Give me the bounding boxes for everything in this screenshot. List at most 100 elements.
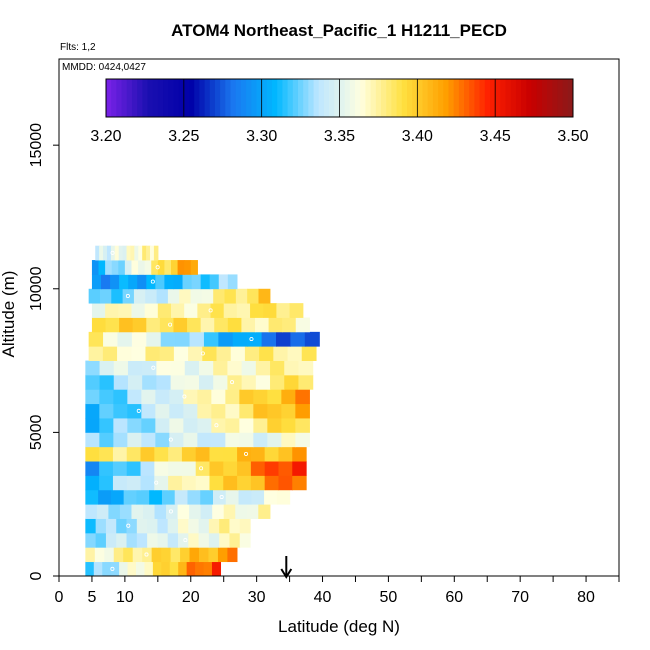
colorbar-segment	[557, 79, 563, 117]
heatmap-cell	[168, 475, 182, 490]
altitude-band	[85, 361, 313, 376]
heatmap-cell	[127, 447, 141, 462]
heatmap-cell	[187, 562, 196, 577]
heatmap-cell	[104, 547, 114, 562]
heatmap-cell	[168, 289, 180, 304]
colorbar-segment	[360, 79, 366, 117]
heatmap-cell	[190, 332, 205, 347]
heatmap-cell	[200, 490, 213, 505]
altitude-band	[92, 318, 310, 333]
heatmap-cell	[100, 361, 115, 376]
heatmap-cell	[178, 519, 189, 534]
heatmap-cell	[210, 475, 224, 490]
heatmap-cell	[223, 447, 237, 462]
colorbar-segment	[262, 79, 268, 117]
heatmap-cell	[281, 389, 296, 404]
heatmap-cell	[188, 533, 199, 548]
x-tick-label: 50	[380, 589, 398, 606]
x-tick-label: 20	[182, 589, 200, 606]
altitude-band	[92, 260, 198, 275]
heatmap-cell	[136, 490, 149, 505]
colorbar-segment	[397, 79, 403, 117]
heatmap-cell	[96, 533, 107, 548]
heatmap-cell	[288, 346, 303, 361]
heatmap-cell	[211, 432, 226, 447]
heatmap-cell	[157, 289, 169, 304]
heatmap-cell	[138, 260, 145, 275]
colorbar-segment	[236, 79, 242, 117]
colorbar-segment	[173, 79, 179, 117]
heatmap-cell	[99, 475, 113, 490]
flights-label: Flts: 1,2	[60, 42, 96, 53]
colorbar-segment	[329, 79, 335, 117]
colorbar-tick-label: 3.45	[480, 128, 511, 145]
heatmap-cell	[183, 274, 193, 289]
heatmap-cell	[217, 346, 232, 361]
y-axis: 050001000015000	[28, 123, 59, 581]
colorbar: 3.20 3.25 3.30 3.35 3.40 3.45 3.50	[90, 79, 588, 145]
heatmap-cell	[267, 418, 282, 433]
heatmap-cell	[141, 418, 156, 433]
heatmap-cell	[85, 562, 94, 577]
heatmap-cell	[141, 389, 156, 404]
altitude-band	[85, 389, 310, 404]
heatmap-cell	[127, 389, 142, 404]
heatmap-cell	[147, 519, 158, 534]
heatmap-cell	[225, 389, 240, 404]
heatmap-cell	[111, 289, 123, 304]
heatmap-cell	[253, 389, 268, 404]
heatmap-cell	[196, 475, 210, 490]
heatmap-cell	[263, 303, 277, 318]
heatmap-cell	[111, 490, 124, 505]
heatmap-cell	[154, 246, 159, 261]
colorbar-segment	[531, 79, 537, 117]
colorbar-segment	[194, 79, 200, 117]
heatmap-cell	[229, 533, 240, 548]
heatmap-cell	[282, 318, 296, 333]
heatmap-cell	[267, 432, 282, 447]
colorbar-segment	[142, 79, 148, 117]
colorbar-segment	[563, 79, 569, 117]
altitude-band	[85, 432, 310, 447]
heatmap-cell	[290, 332, 305, 347]
heatmap-cell	[237, 461, 251, 476]
heatmap-cell	[225, 289, 237, 304]
colorbar-segment	[153, 79, 159, 117]
latitude-arrow-marker	[281, 556, 291, 577]
heatmap-cell	[155, 389, 170, 404]
heatmap-cell	[228, 318, 242, 333]
heatmap-cell	[218, 547, 228, 562]
heatmap-cell	[128, 361, 143, 376]
heatmap-cell	[185, 361, 200, 376]
altitude-band	[92, 303, 303, 318]
heatmap-cell	[278, 447, 292, 462]
heatmap-cell	[214, 318, 228, 333]
heatmap-cell	[85, 461, 99, 476]
heatmap-cell	[137, 533, 148, 548]
heatmap-cell	[175, 490, 188, 505]
heatmap-cell	[223, 475, 237, 490]
colorbar-segment	[485, 79, 491, 117]
colorbar-segment	[454, 79, 460, 117]
heatmap-cell	[239, 418, 254, 433]
colorbar-tick-label: 3.20	[90, 128, 121, 145]
colorbar-segment	[122, 79, 128, 117]
heatmap-cell	[85, 375, 100, 390]
heatmap-cell	[189, 504, 201, 519]
colorbar-segment	[241, 79, 247, 117]
heatmap-cell	[242, 361, 257, 376]
colorbar-segment	[448, 79, 454, 117]
heatmap-cell	[210, 447, 224, 462]
heatmap-cell	[180, 547, 190, 562]
heatmap-cell	[292, 475, 306, 490]
colorbar-segment	[459, 79, 465, 117]
colorbar-segment	[423, 79, 429, 117]
heatmap-cell	[155, 418, 170, 433]
chart-title: ATOM4 Northeast_Pacific_1 H1211_PECD	[171, 21, 507, 40]
heatmap-cell	[125, 260, 132, 275]
heatmap-cell	[127, 475, 141, 490]
heatmap-cell	[171, 547, 181, 562]
heatmap-cell	[94, 562, 103, 577]
colorbar-segment	[319, 79, 325, 117]
x-axis: 0 5 10 20 30 40 50 60 70 80	[55, 576, 619, 606]
